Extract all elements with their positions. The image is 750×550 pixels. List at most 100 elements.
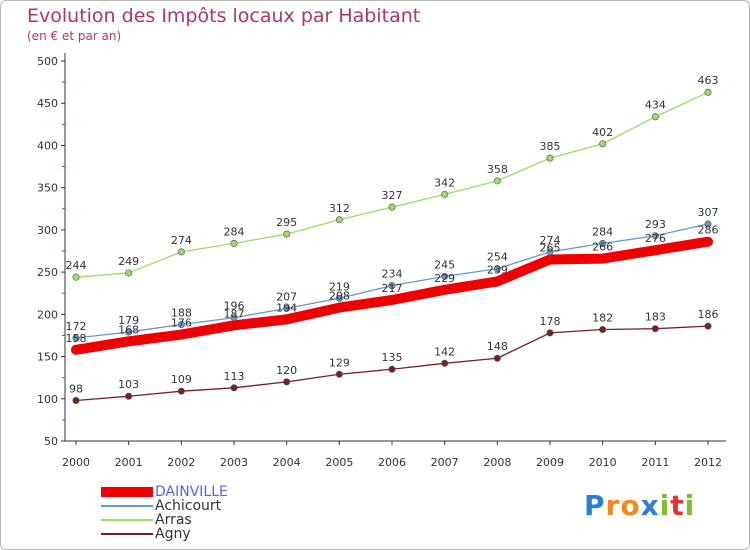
data-point-achicourt — [704, 220, 712, 228]
data-point-arras — [283, 230, 291, 238]
data-label-arras: 274 — [171, 234, 192, 247]
x-tick-label: 2006 — [378, 456, 406, 469]
data-point-arras — [72, 273, 80, 281]
data-point-agny — [599, 326, 607, 334]
y-tick-label: 100 — [37, 393, 58, 406]
data-label-agny: 182 — [592, 312, 613, 325]
x-tick-label: 2004 — [273, 456, 301, 469]
data-point-achicourt — [651, 232, 659, 240]
data-label-agny: 109 — [171, 373, 192, 386]
data-label-achicourt: 179 — [118, 314, 139, 327]
data-label-dainville: 286 — [698, 224, 719, 237]
logo-letter: P — [584, 489, 606, 522]
data-point-arras — [704, 88, 712, 96]
data-label-agny: 98 — [69, 382, 83, 395]
legend-swatch-achicourt — [101, 505, 153, 507]
data-label-arras: 358 — [487, 163, 508, 176]
data-label-agny: 148 — [487, 340, 508, 353]
data-label-arras: 295 — [276, 216, 297, 229]
data-label-dainville: 194 — [276, 301, 297, 314]
series-line-arras — [75, 91, 709, 278]
data-point-achicourt — [388, 282, 396, 290]
data-point-achicourt — [230, 314, 238, 322]
data-point-achicourt — [441, 272, 449, 280]
y-tick-label: 350 — [37, 182, 58, 195]
data-point-achicourt — [72, 334, 80, 342]
data-point-agny — [177, 387, 185, 395]
data-label-agny: 135 — [382, 351, 403, 364]
data-point-agny — [388, 365, 396, 373]
x-tick-label: 2009 — [536, 456, 564, 469]
x-tick-label: 2012 — [694, 456, 722, 469]
data-label-achicourt: 307 — [698, 206, 719, 219]
chart-subtitle: (en € et par an) — [27, 29, 122, 43]
data-label-agny: 183 — [645, 311, 666, 324]
data-label-achicourt: 188 — [171, 306, 192, 319]
y-tick-label: 200 — [37, 308, 58, 321]
legend-label-dainville: DAINVILLE — [155, 484, 228, 500]
x-tick-label: 2003 — [220, 456, 248, 469]
data-point-arras — [125, 269, 133, 277]
data-label-agny: 103 — [118, 378, 139, 391]
data-label-dainville: 208 — [329, 290, 350, 303]
x-tick-label: 2005 — [325, 456, 353, 469]
data-point-achicourt — [493, 265, 501, 273]
data-point-arras — [493, 177, 501, 185]
data-point-achicourt — [546, 248, 554, 256]
data-point-arras — [177, 248, 185, 256]
legend-label-achicourt: Achicourt — [155, 498, 222, 514]
legend-item-arras: Arras — [101, 513, 228, 527]
data-point-agny — [704, 322, 712, 330]
data-label-arras: 327 — [382, 189, 403, 202]
data-label-dainville: 229 — [434, 272, 455, 285]
data-label-agny: 142 — [434, 345, 455, 358]
data-label-achicourt: 207 — [276, 290, 297, 303]
data-point-agny — [230, 384, 238, 392]
data-label-arras: 434 — [645, 99, 666, 112]
data-label-achicourt: 293 — [645, 218, 666, 231]
data-label-dainville: 158 — [66, 332, 87, 345]
data-point-achicourt — [283, 304, 291, 312]
logo-letter: r — [605, 489, 621, 522]
data-point-achicourt — [599, 239, 607, 247]
y-tick-label: 50 — [44, 435, 58, 448]
data-label-dainville: 217 — [382, 282, 403, 295]
logo-letter: i — [659, 489, 671, 522]
data-point-agny — [441, 359, 449, 367]
x-tick-label: 2011 — [641, 456, 669, 469]
x-tick-label: 2010 — [589, 456, 617, 469]
y-tick-label: 450 — [37, 97, 58, 110]
data-label-achicourt: 219 — [329, 280, 350, 293]
data-point-arras — [388, 203, 396, 211]
data-label-achicourt: 234 — [382, 268, 403, 281]
data-point-achicourt — [177, 320, 185, 328]
data-label-arras: 312 — [329, 202, 350, 215]
data-label-dainville: 239 — [487, 263, 508, 276]
legend-swatch-dainville — [101, 487, 153, 497]
data-label-achicourt: 254 — [487, 251, 508, 264]
data-label-agny: 129 — [329, 356, 350, 369]
data-label-agny: 120 — [276, 364, 297, 377]
data-label-arras: 385 — [540, 140, 561, 153]
data-point-arras — [441, 190, 449, 198]
data-label-achicourt: 284 — [592, 225, 613, 238]
data-label-arras: 342 — [434, 176, 455, 189]
legend-item-dainville: DAINVILLE — [101, 485, 228, 499]
data-point-agny — [283, 378, 291, 386]
chart-title: Evolution des Impôts locaux par Habitant — [27, 5, 421, 27]
series-points — [72, 88, 712, 404]
legend-label-agny: Agny — [155, 526, 191, 542]
x-tick-label: 2002 — [167, 456, 195, 469]
data-label-agny: 186 — [698, 308, 719, 321]
data-label-arras: 463 — [698, 74, 719, 87]
legend-swatch-agny — [101, 533, 153, 535]
data-label-arras: 402 — [592, 126, 613, 139]
data-label-arras: 284 — [224, 225, 245, 238]
data-point-achicourt — [125, 328, 133, 336]
y-tick-label: 250 — [37, 266, 58, 279]
logo-letter: x — [640, 489, 660, 522]
data-label-achicourt: 274 — [540, 234, 561, 247]
data-point-arras — [335, 216, 343, 224]
